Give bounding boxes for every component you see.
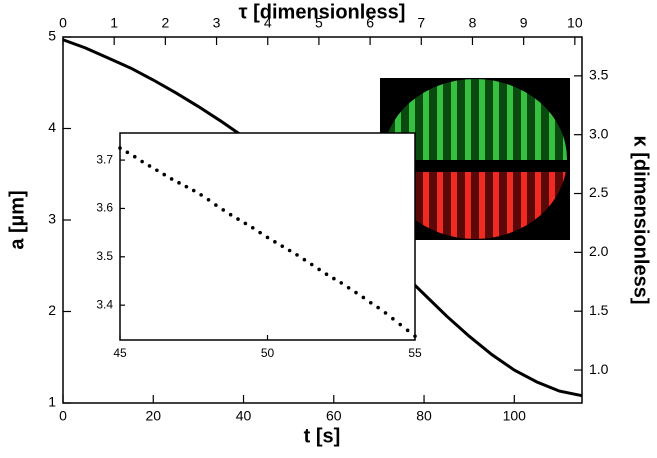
- data-point: [405, 328, 410, 333]
- data-point: [118, 146, 122, 150]
- data-point: [265, 235, 270, 240]
- data-point: [368, 300, 373, 305]
- x-tick-label: 50: [261, 346, 275, 360]
- data-point: [339, 281, 344, 285]
- y-tick-label: 3.6: [96, 201, 113, 215]
- y-tick-label: 3.5: [96, 249, 113, 263]
- data-point: [332, 276, 336, 281]
- x2-tick-label: 10: [567, 15, 583, 31]
- x2-tick-label: 5: [315, 15, 323, 31]
- data-point: [214, 203, 218, 207]
- x2-tick-label: 2: [161, 15, 169, 31]
- y-tick-label: 3.7: [96, 152, 113, 166]
- y-tick-label: 1: [48, 394, 56, 410]
- x-tick-label: 55: [408, 346, 422, 360]
- y2-tick-label: 2.5: [589, 184, 609, 200]
- y2-tick-label: 3.5: [589, 67, 609, 83]
- data-point: [177, 181, 181, 185]
- data-point: [132, 154, 137, 159]
- x2-tick-label: 3: [213, 15, 221, 31]
- data-point: [191, 188, 196, 193]
- data-point: [147, 164, 152, 168]
- y2-tick-label: 2.0: [589, 243, 609, 259]
- data-point: [199, 193, 203, 197]
- x2-tick-label: 7: [417, 15, 425, 31]
- data-point: [383, 311, 388, 315]
- x-tick-label: 20: [145, 408, 161, 424]
- data-point: [236, 217, 240, 221]
- x2-tick-label: 6: [366, 15, 374, 31]
- x-axis-title: t [s]: [304, 425, 341, 447]
- data-point: [376, 305, 380, 310]
- y2-tick-label: 1.0: [589, 361, 609, 377]
- x-tick-label: 60: [326, 408, 342, 424]
- data-point: [398, 322, 403, 327]
- data-point: [206, 197, 211, 202]
- data-point: [184, 184, 189, 189]
- x-tick-label: 80: [416, 408, 432, 424]
- data-point: [354, 290, 358, 295]
- y-tick-label: 2: [48, 302, 56, 318]
- data-point: [324, 272, 329, 277]
- x2-tick-label: 4: [264, 15, 272, 31]
- y-axis-title: a [µm]: [6, 190, 28, 249]
- data-point: [317, 267, 321, 272]
- y2-axis-title: κ [dimensionless]: [630, 136, 652, 305]
- data-point: [280, 244, 285, 248]
- data-point: [361, 295, 366, 300]
- y-tick-label: 3: [48, 211, 56, 227]
- x-tick-label: 45: [113, 346, 127, 360]
- data-point: [258, 230, 262, 235]
- x-tick-label: 0: [59, 408, 67, 424]
- y2-tick-label: 1.5: [589, 302, 609, 318]
- data-point: [243, 221, 248, 226]
- x2-tick-label: 8: [469, 15, 477, 31]
- data-point: [140, 159, 144, 164]
- data-point: [391, 316, 395, 321]
- data-point: [169, 177, 174, 181]
- data-point: [228, 212, 233, 217]
- data-point: [250, 225, 255, 230]
- data-point: [125, 150, 130, 155]
- y2-tick-label: 3.0: [589, 125, 609, 141]
- y-tick-label: 4: [48, 119, 56, 135]
- x-tick-label: 100: [503, 408, 527, 424]
- data-point: [302, 257, 307, 262]
- y-tick-label: 5: [48, 28, 56, 44]
- x2-axis-title: τ [dimensionless]: [239, 1, 406, 23]
- data-point: [221, 208, 226, 212]
- data-point: [413, 334, 417, 338]
- y-tick-label: 3.4: [96, 297, 113, 311]
- data-point: [346, 285, 351, 290]
- x2-tick-label: 0: [59, 15, 67, 31]
- x2-tick-label: 9: [520, 15, 528, 31]
- data-point: [273, 240, 277, 244]
- data-point: [309, 262, 314, 267]
- data-point: [287, 248, 292, 253]
- data-point: [155, 168, 159, 173]
- x2-tick-label: 1: [110, 15, 118, 31]
- x-tick-label: 40: [236, 408, 252, 424]
- data-point: [162, 172, 167, 177]
- data-point: [295, 253, 299, 257]
